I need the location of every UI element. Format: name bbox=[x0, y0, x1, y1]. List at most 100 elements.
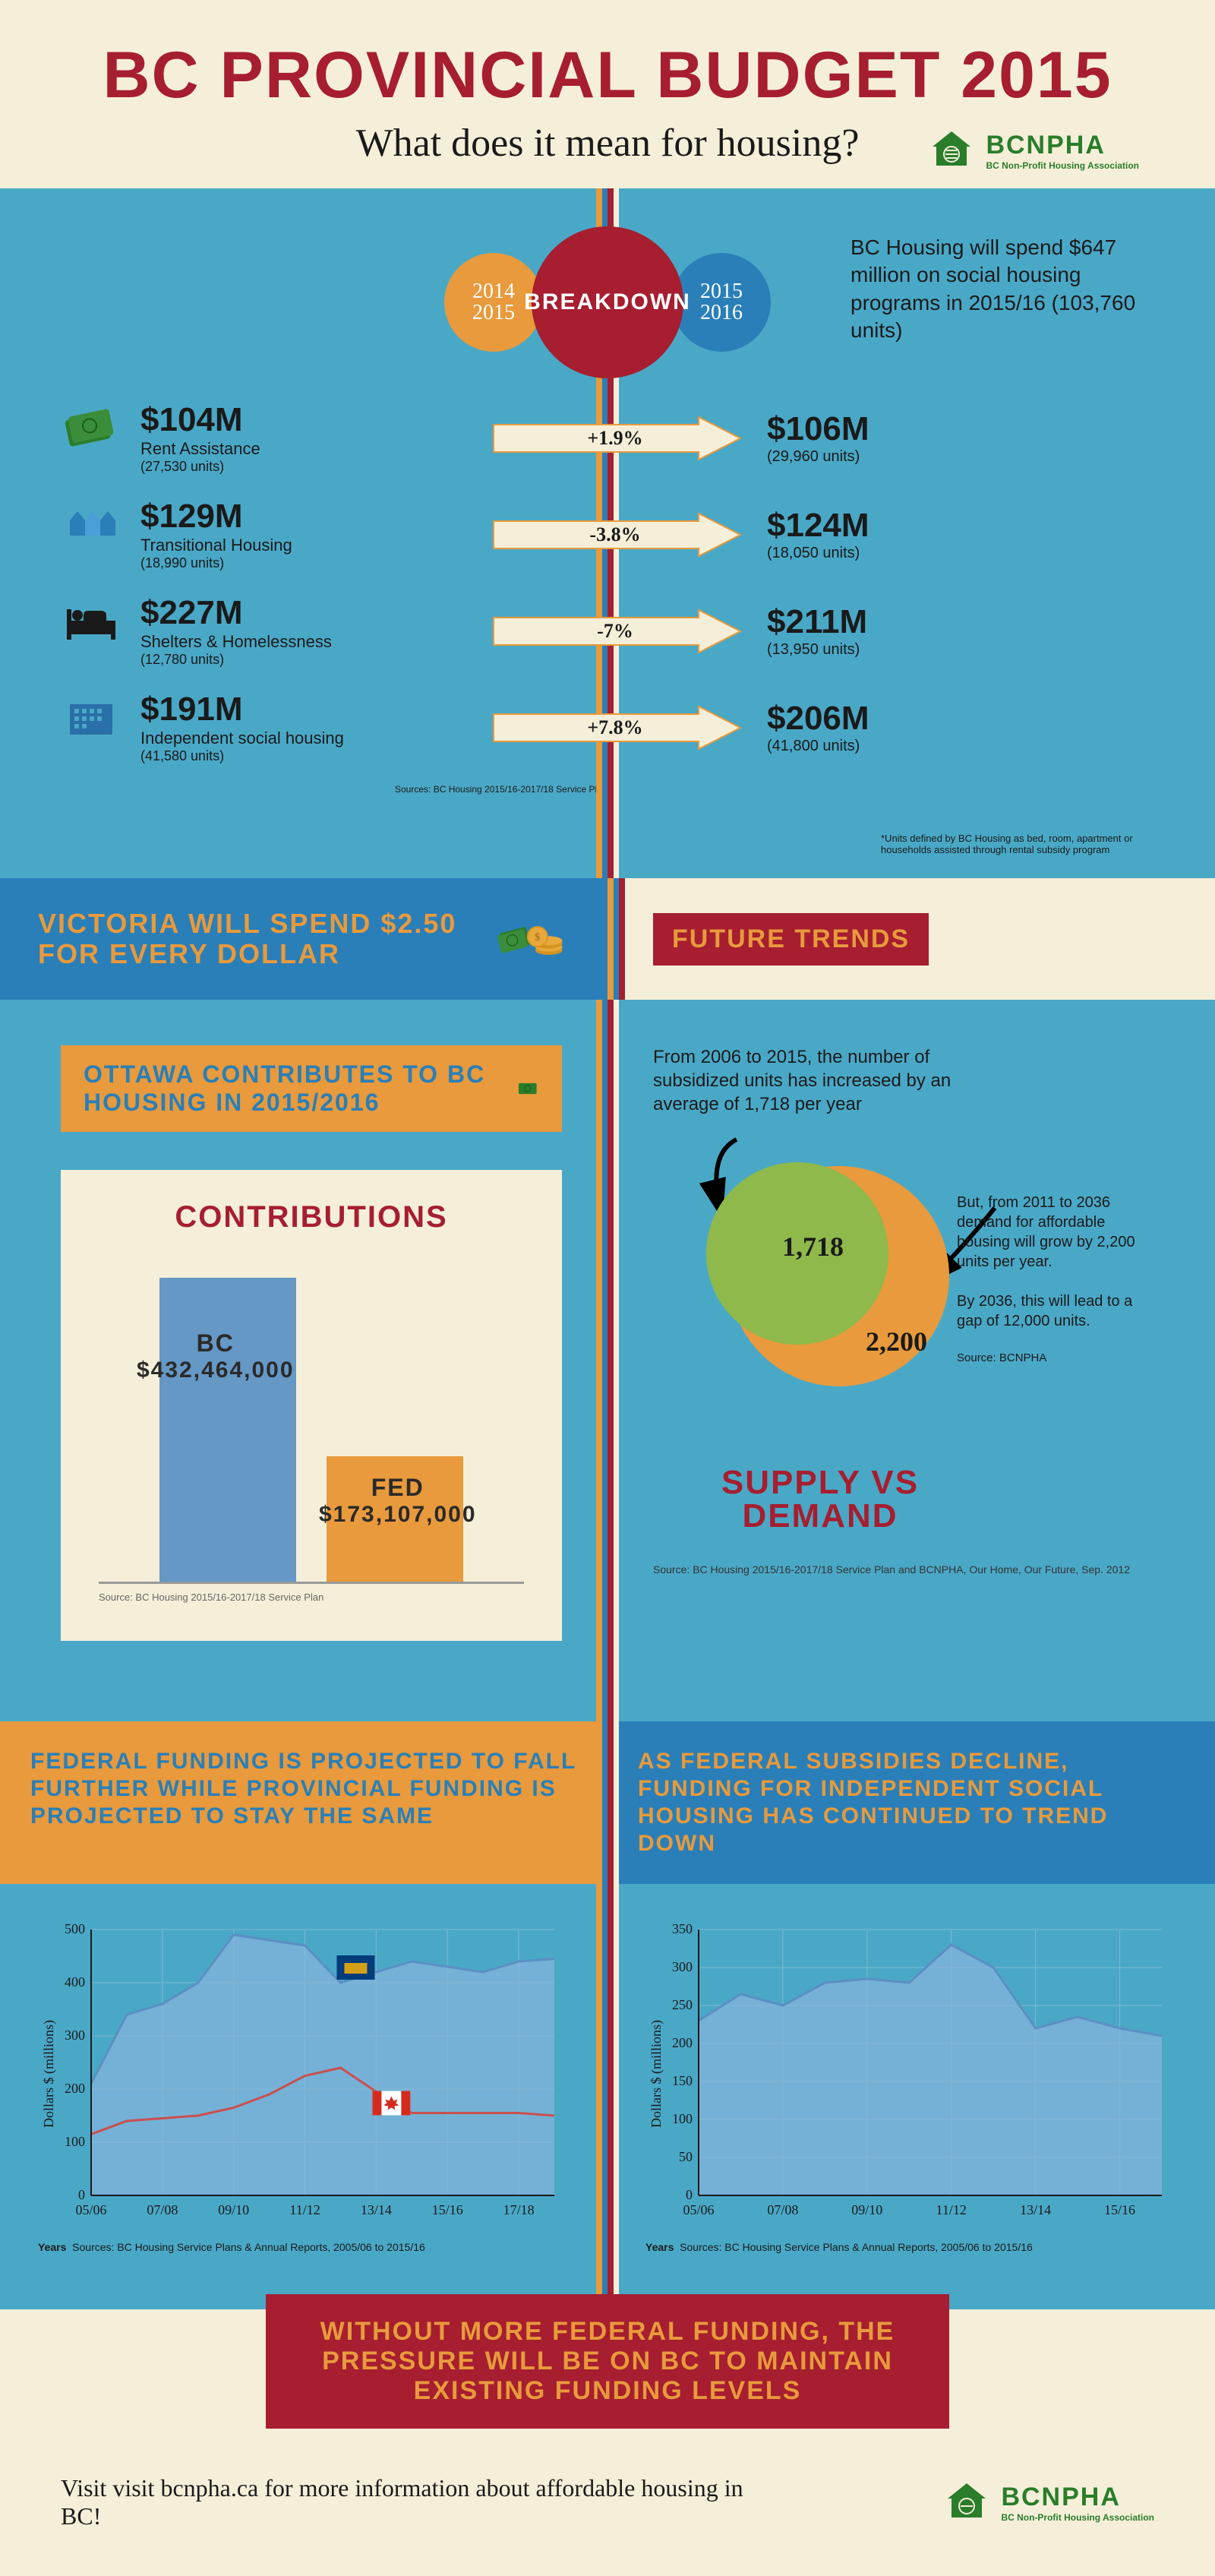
trends-text: From 2006 to 2015, the number of subsidi… bbox=[653, 1045, 972, 1117]
amount-2016: $206M bbox=[767, 700, 1094, 738]
contributions-source: Source: BC Housing 2015/16-2017/18 Servi… bbox=[99, 1591, 524, 1603]
contributions-title: CONTRIBUTIONS bbox=[99, 1200, 524, 1234]
amount-2016: $106M bbox=[767, 410, 1094, 448]
header: BC PROVINCIAL BUDGET 2015 What does it m… bbox=[0, 0, 1215, 188]
svg-text:11/12: 11/12 bbox=[936, 2202, 967, 2217]
timeline bbox=[596, 1721, 619, 1884]
units-2014: (12,780 units) bbox=[140, 652, 332, 668]
page-title: BC PROVINCIAL BUDGET 2015 bbox=[46, 38, 1169, 113]
timeline bbox=[608, 878, 630, 1000]
svg-text:0: 0 bbox=[78, 2187, 85, 2202]
units-2014: (41,580 units) bbox=[140, 748, 344, 764]
house-icon bbox=[929, 128, 974, 173]
chart-left-source: Sources: BC Housing Service Plans & Annu… bbox=[72, 2241, 425, 2253]
projections-band: FEDERAL FUNDING IS PROJECTED TO FALL FUR… bbox=[0, 1721, 1215, 1884]
footer: Visit visit bcnpha.ca for more informati… bbox=[0, 2429, 1215, 2576]
svg-text:17/18: 17/18 bbox=[503, 2202, 535, 2217]
svg-text:350: 350 bbox=[672, 1921, 693, 1936]
trends-side: But, from 2011 to 2036 demand for afford… bbox=[957, 1193, 1154, 1366]
svg-text:300: 300 bbox=[65, 2028, 85, 2043]
amount-2014: $191M bbox=[140, 691, 344, 729]
proj-right: AS FEDERAL SUBSIDIES DECLINE, FUNDING FO… bbox=[638, 1748, 1185, 1857]
svg-text:13/14: 13/14 bbox=[1020, 2202, 1051, 2217]
funding-chart-left: 010020030040050005/0607/0809/1011/1213/1… bbox=[38, 1914, 570, 2233]
victoria-spend-text: VICTORIA WILL SPEND $2.50 FOR EVERY DOLL… bbox=[38, 909, 474, 969]
svg-text:Dollars $ (millions): Dollars $ (millions) bbox=[41, 2020, 57, 2128]
demand-value: 2,200 bbox=[866, 1326, 927, 1358]
cash-icon bbox=[61, 401, 122, 454]
svg-text:100: 100 bbox=[672, 2111, 693, 2126]
bar-bc bbox=[159, 1278, 296, 1582]
units-2016: (41,800 units) bbox=[767, 738, 1094, 755]
change-arrow: +7.8% bbox=[486, 705, 744, 751]
units-2014: (18,990 units) bbox=[140, 555, 292, 571]
change-arrow: -7% bbox=[486, 608, 744, 654]
houses-icon bbox=[61, 498, 122, 551]
units-2016: (18,050 units) bbox=[767, 545, 1094, 562]
logo-name: BCNPHA bbox=[986, 131, 1139, 160]
breakdown-row: $129M Transitional Housing (18,990 units… bbox=[0, 498, 1215, 571]
money-icon: $ bbox=[497, 901, 570, 977]
svg-text:0: 0 bbox=[686, 2187, 693, 2202]
supply-demand-chart: 1,718 2,200 But, from 2011 to 2036 deman… bbox=[653, 1147, 1154, 1466]
change-value: +1.9% bbox=[587, 427, 642, 450]
contributions-chart: CONTRIBUTIONS BC $432,464,000 FED $173,1… bbox=[61, 1170, 562, 1641]
svg-text:13/14: 13/14 bbox=[361, 2202, 392, 2217]
cash-icon bbox=[516, 1073, 539, 1104]
svg-text:05/06: 05/06 bbox=[683, 2202, 714, 2217]
building-icon bbox=[61, 691, 122, 744]
breakdown-row: $227M Shelters & Homelessness (12,780 un… bbox=[0, 594, 1215, 668]
timeline bbox=[596, 1884, 619, 2309]
bed-icon bbox=[61, 594, 122, 647]
svg-text:11/12: 11/12 bbox=[289, 2202, 320, 2217]
svg-text:100: 100 bbox=[65, 2134, 85, 2149]
svg-text:150: 150 bbox=[672, 2073, 693, 2088]
svg-text:07/08: 07/08 bbox=[767, 2202, 798, 2217]
svg-text:15/16: 15/16 bbox=[1104, 2202, 1135, 2217]
svg-text:09/10: 09/10 bbox=[851, 2202, 882, 2217]
ottawa-tag: OTTAWA CONTRIBUTES TO BC HOUSING IN 2015… bbox=[61, 1045, 562, 1132]
trends-source: Source: BC Housing 2015/16-2017/18 Servi… bbox=[653, 1563, 1154, 1576]
charts-section: 010020030040050005/0607/0809/1011/1213/1… bbox=[0, 1884, 1215, 2309]
amount-2014: $129M bbox=[140, 498, 292, 536]
category-label: Shelters & Homelessness bbox=[140, 632, 332, 652]
amount-2014: $104M bbox=[140, 401, 260, 439]
category-label: Transitional Housing bbox=[140, 536, 292, 555]
footer-logo: BCNPHA BC Non-Profit Housing Association bbox=[944, 2480, 1154, 2525]
svg-text:Dollars $ (millions): Dollars $ (millions) bbox=[649, 2020, 664, 2128]
units-2016: (29,960 units) bbox=[767, 448, 1094, 466]
supply-value: 1,718 bbox=[782, 1231, 844, 1263]
bottom-banner: WITHOUT MORE FEDERAL FUNDING, THE PRESSU… bbox=[266, 2294, 949, 2429]
amount-2014: $227M bbox=[140, 594, 332, 632]
units-2014: (27,530 units) bbox=[140, 459, 260, 475]
footer-text: Visit visit bcnpha.ca for more informati… bbox=[61, 2474, 744, 2530]
change-value: -3.8% bbox=[589, 523, 640, 546]
breakdown-row: $191M Independent social housing (41,580… bbox=[0, 691, 1215, 764]
supply-demand-title: SUPPLY VS DEMAND bbox=[691, 1466, 949, 1533]
change-value: -7% bbox=[597, 620, 633, 643]
timeline bbox=[596, 1000, 619, 1721]
future-trends-tag: FUTURE TRENDS bbox=[653, 913, 929, 966]
breakdown-footnote: *Units defined by BC Housing as bed, roo… bbox=[881, 833, 1139, 855]
amount-2016: $124M bbox=[767, 507, 1094, 545]
house-icon bbox=[944, 2480, 989, 2525]
svg-text:50: 50 bbox=[679, 2149, 693, 2164]
svg-text:400: 400 bbox=[65, 1974, 85, 1990]
breakdown-badge: BREAKDOWN bbox=[532, 226, 683, 378]
change-arrow: -3.8% bbox=[486, 512, 744, 558]
change-value: +7.8% bbox=[587, 716, 642, 739]
change-arrow: +1.9% bbox=[486, 416, 744, 461]
logo-sub: BC Non-Profit Housing Association bbox=[986, 160, 1139, 171]
category-label: Rent Assistance bbox=[140, 439, 260, 459]
svg-text:300: 300 bbox=[672, 1959, 693, 1974]
breakdown-row: $104M Rent Assistance (27,530 units) +1.… bbox=[0, 401, 1215, 475]
ottawa-tag-text: OTTAWA CONTRIBUTES TO BC HOUSING IN 2015… bbox=[84, 1060, 501, 1117]
victoria-future-band: VICTORIA WILL SPEND $2.50 FOR EVERY DOLL… bbox=[0, 878, 1215, 1000]
funding-chart-right: 05010015020025030035005/0607/0809/1011/1… bbox=[645, 1914, 1177, 2233]
amount-2016: $211M bbox=[767, 603, 1094, 641]
svg-text:$: $ bbox=[535, 931, 541, 943]
breakdown-section: 2014 2015 BREAKDOWN 2015 2016 BC Housing… bbox=[0, 188, 1215, 878]
svg-text:200: 200 bbox=[672, 2035, 693, 2050]
chart-right-source: Sources: BC Housing Service Plans & Annu… bbox=[680, 2241, 1033, 2253]
logo: BCNPHA BC Non-Profit Housing Association bbox=[929, 128, 1139, 173]
